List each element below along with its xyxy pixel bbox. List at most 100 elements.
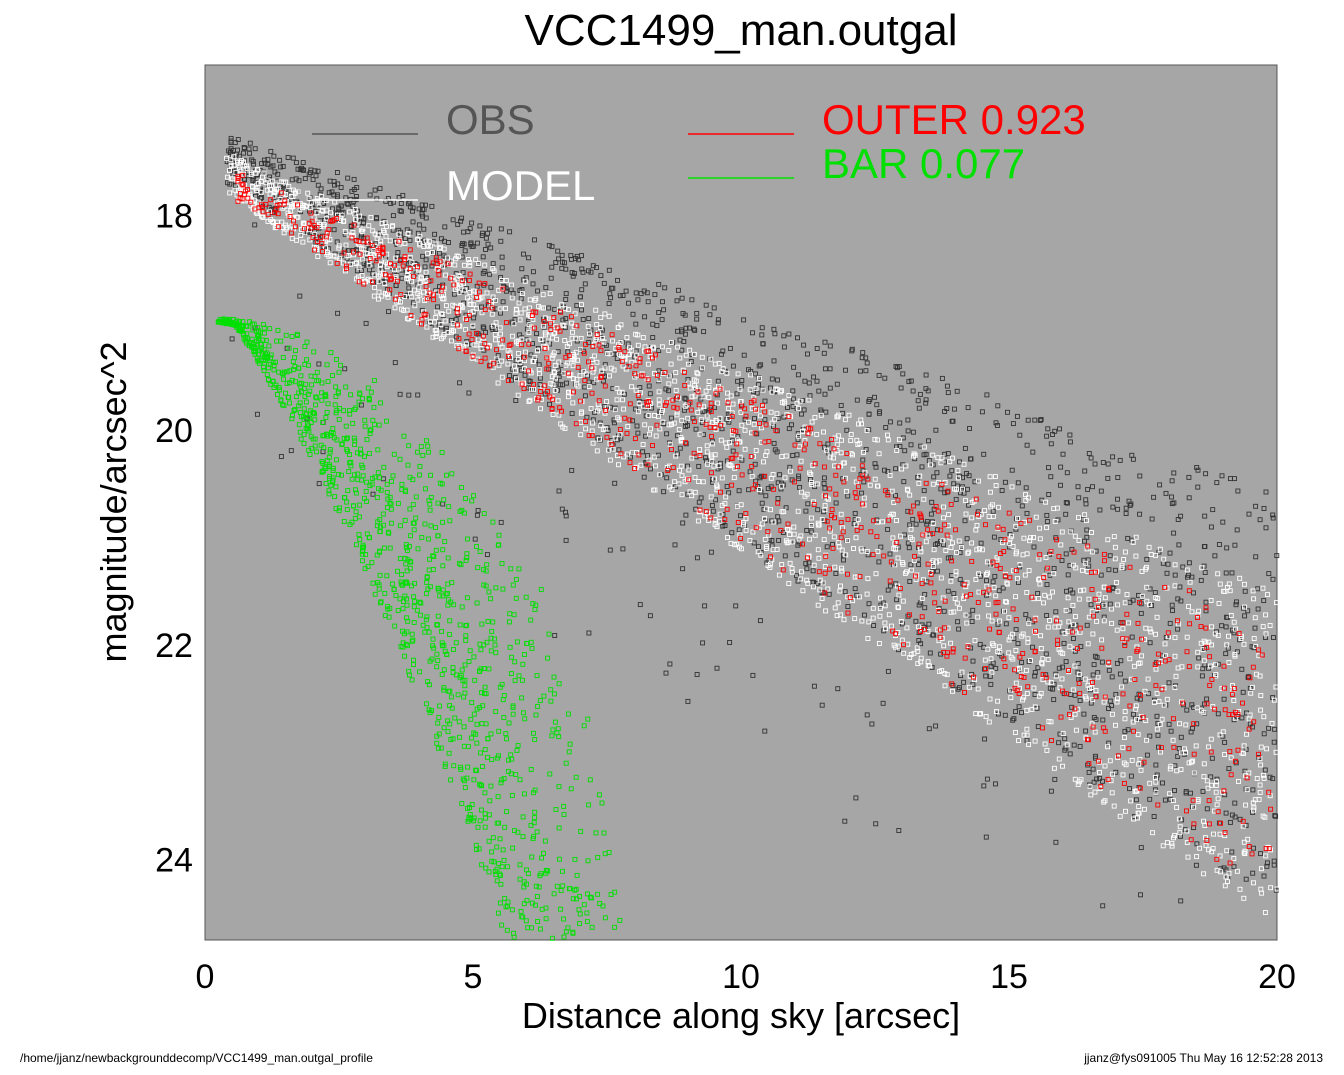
obs-point — [485, 241, 491, 247]
model-point — [1185, 854, 1191, 860]
model-point — [438, 336, 444, 342]
obs-point — [331, 227, 337, 233]
model-point — [227, 190, 233, 196]
outer-point — [541, 319, 547, 324]
model-point — [320, 208, 326, 214]
outer-point — [722, 517, 728, 523]
outer-point — [845, 610, 851, 616]
outer-point — [1099, 645, 1105, 651]
model-point — [1184, 828, 1190, 834]
bar-point — [290, 412, 295, 418]
model-point — [558, 421, 564, 427]
obs-point — [923, 400, 929, 406]
bar-point — [418, 612, 424, 618]
obs-point — [1009, 467, 1015, 473]
obs-point — [704, 458, 710, 464]
obs-point — [556, 488, 562, 494]
bar-point — [489, 628, 495, 634]
obs-point — [1032, 673, 1038, 679]
model-point — [991, 585, 997, 591]
outer-point — [1056, 553, 1062, 559]
obs-point — [467, 226, 473, 232]
obs-point — [1043, 651, 1049, 657]
obs-point — [345, 201, 351, 207]
model-point — [648, 426, 653, 432]
model-point — [295, 189, 301, 195]
model-point — [459, 303, 465, 309]
outer-point — [949, 558, 955, 564]
model-point — [923, 539, 929, 545]
bar-point — [395, 608, 401, 613]
obs-point — [887, 419, 893, 425]
bar-point — [510, 582, 516, 588]
model-point — [1090, 631, 1096, 637]
model-point — [964, 620, 970, 626]
model-point — [1226, 870, 1232, 876]
obs-point — [1160, 780, 1165, 786]
obs-point — [1085, 762, 1091, 768]
obs-point — [399, 275, 405, 281]
outer-point — [500, 286, 506, 292]
outer-point — [933, 504, 939, 509]
model-point — [358, 227, 364, 233]
model-point — [709, 441, 715, 447]
bar-point — [517, 876, 523, 882]
model-point — [723, 494, 729, 500]
obs-point — [450, 217, 456, 223]
model-point — [431, 319, 437, 325]
outer-point — [622, 415, 628, 421]
model-point — [1220, 729, 1226, 735]
model-point — [356, 242, 362, 248]
bar-point — [563, 929, 569, 935]
obs-point — [563, 316, 569, 322]
obs-point — [1067, 439, 1073, 445]
obs-point — [351, 176, 357, 182]
outer-point — [1139, 636, 1145, 642]
model-point — [660, 419, 666, 425]
model-point — [1157, 546, 1163, 552]
outer-point — [419, 321, 424, 327]
outer-point — [474, 295, 480, 300]
obs-point — [1167, 796, 1173, 802]
bar-point — [319, 468, 325, 474]
model-point — [1211, 831, 1216, 837]
outer-point — [1120, 691, 1126, 697]
model-point — [1144, 598, 1150, 604]
model-point — [315, 254, 321, 259]
bar-point — [506, 619, 512, 625]
model-point — [387, 238, 393, 244]
model-point — [676, 427, 682, 433]
outer-point — [544, 366, 550, 372]
model-point — [543, 332, 548, 338]
model-point — [1215, 632, 1221, 638]
bar-point — [334, 457, 340, 463]
model-point — [353, 261, 359, 266]
outer-point — [930, 531, 936, 537]
obs-point — [556, 256, 562, 262]
model-point — [832, 564, 838, 570]
model-point — [1155, 596, 1161, 602]
outer-point — [800, 541, 805, 547]
model-point — [393, 274, 399, 280]
obs-point — [714, 665, 720, 671]
obs-point — [1058, 482, 1063, 488]
model-point — [499, 374, 505, 380]
model-point — [1006, 637, 1012, 643]
outer-point — [256, 205, 262, 211]
bar-point — [274, 392, 280, 397]
outer-point — [953, 527, 959, 533]
model-point — [1206, 847, 1212, 853]
obs-point — [610, 285, 616, 291]
outer-point — [662, 369, 668, 375]
model-point — [598, 314, 604, 320]
model-point — [1029, 706, 1035, 712]
obs-point — [1015, 641, 1021, 647]
obs-point — [852, 586, 858, 592]
model-point — [594, 322, 600, 327]
model-point — [683, 352, 689, 358]
model-point — [1260, 585, 1266, 591]
obs-point — [1202, 570, 1208, 575]
model-point — [1224, 584, 1230, 590]
outer-point — [664, 400, 670, 406]
model-point — [1041, 600, 1046, 606]
